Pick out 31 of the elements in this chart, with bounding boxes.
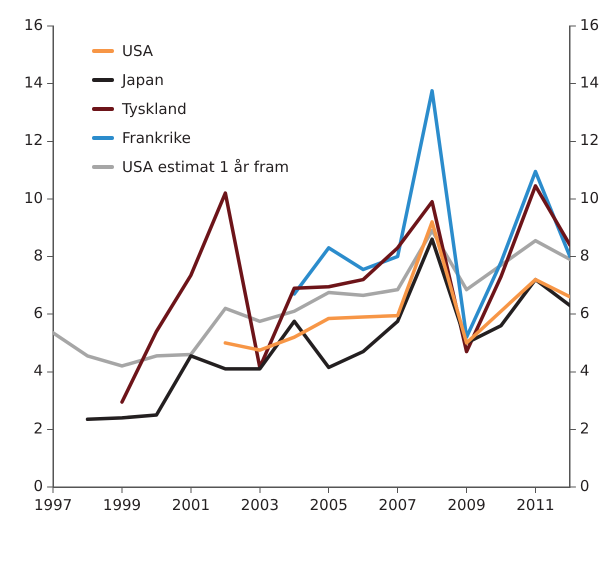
y2-tick-label: 12 [580,131,600,150]
y-tick-label: 4 [34,362,44,380]
y-tick-label: 6 [34,304,44,322]
y-tick-label: 14 [24,74,44,92]
x-tick-label: 2003 [240,496,279,514]
x-tick-label: 2011 [516,496,555,514]
legend-label: Tyskland [122,100,187,118]
y2-tick-label: 6 [580,304,590,322]
x-tick-label: 1997 [34,496,72,514]
y-tick-label: 8 [34,246,44,264]
y2-tick-label: 8 [580,246,590,264]
legend-label: USA [122,42,154,60]
legend-label: Japan [122,70,164,88]
x-tick-label: 1999 [102,496,142,514]
legend-label: USA estimat 1 år fram [122,158,290,176]
legend-label: Frankrike [122,128,191,146]
y-tick-label: 2 [34,419,44,438]
y2-tick-label: 14 [580,74,600,92]
x-tick-label: 2005 [310,496,348,514]
y2-tick-label: 2 [580,419,590,438]
y-tick-label: 16 [24,16,44,34]
x-tick-label: 2001 [172,496,210,514]
y-tick-label: 10 [24,188,44,207]
y2-tick-label: 0 [580,476,590,495]
y-tick-label: 0 [34,476,44,495]
y-tick-label: 12 [24,131,44,150]
x-tick-label: 2007 [378,496,417,514]
y2-tick-label: 4 [580,362,590,380]
y2-tick-label: 10 [580,188,600,207]
x-tick-label: 2009 [447,496,486,514]
y2-tick-label: 16 [580,16,600,34]
